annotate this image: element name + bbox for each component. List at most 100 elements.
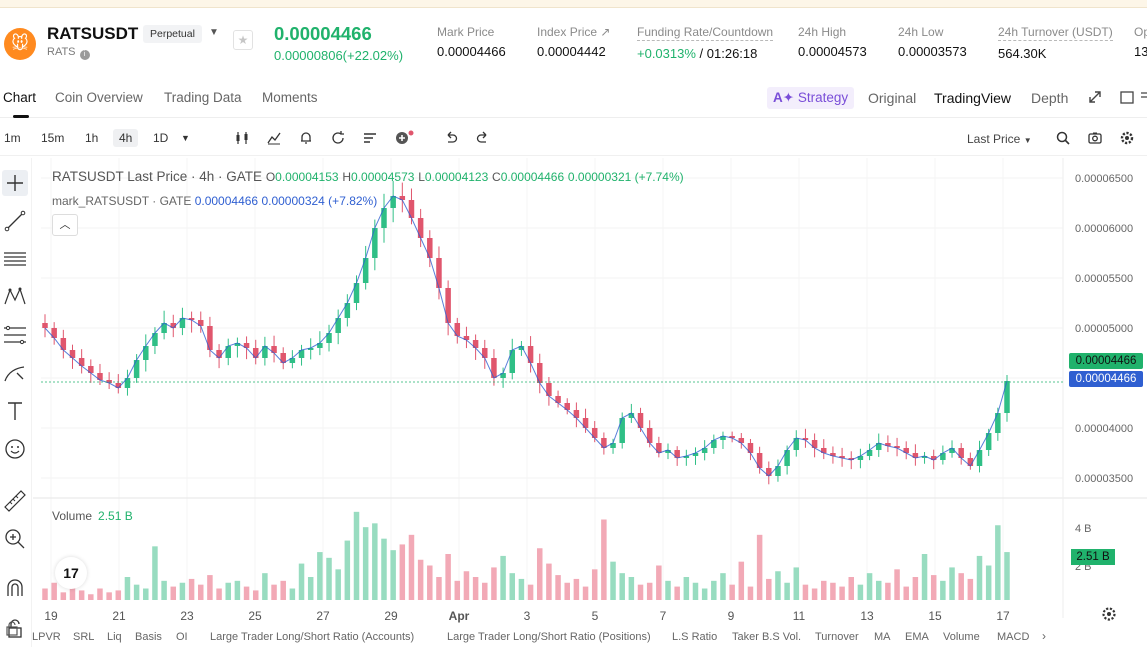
candle-body xyxy=(97,373,103,380)
candle-body xyxy=(720,436,726,440)
indicator-volume[interactable]: Volume xyxy=(943,631,980,643)
lock-drawings-icon[interactable] xyxy=(2,616,28,642)
text-tool-icon[interactable] xyxy=(2,398,28,424)
contract-type-badge: Perpetual xyxy=(143,25,202,43)
interval-1h[interactable]: 1h xyxy=(85,131,99,145)
brush-icon[interactable] xyxy=(2,360,28,386)
candle-body xyxy=(656,443,662,453)
volume-bar xyxy=(967,578,974,600)
candle-body xyxy=(143,346,149,360)
indicator-lpvr[interactable]: LPVR xyxy=(32,631,61,643)
price-chart-svg[interactable]: 0.00006500 0.00006000 0.00005500 0.00005000… xyxy=(33,158,1147,647)
indicator-srl[interactable]: SRL xyxy=(73,631,95,643)
candle-body xyxy=(875,443,882,450)
volume-bar xyxy=(271,584,277,600)
price-source-select[interactable]: Last Price ▼ xyxy=(967,132,1032,146)
zoom-in-icon[interactable] xyxy=(2,526,28,552)
interval-1m[interactable]: 1m xyxy=(4,131,21,145)
indicators-icon[interactable] xyxy=(266,130,282,146)
indicator-ls-ratio[interactable]: L.S Ratio xyxy=(672,631,718,643)
tab-trading-data[interactable]: Trading Data xyxy=(164,90,242,105)
view-original[interactable]: Original xyxy=(868,90,917,106)
indicator-ema[interactable]: EMA xyxy=(905,631,929,643)
candle-body xyxy=(674,450,680,458)
volume-bar xyxy=(949,567,955,600)
horizontal-lines-icon[interactable] xyxy=(2,246,28,272)
indicator-oi[interactable]: OI xyxy=(176,631,188,643)
mark-legend: mark_RATSUSDT · GATE 0.00004466 0.000003… xyxy=(52,194,377,208)
stat-index-price[interactable]: Index Price ↗ 0.00004442 xyxy=(537,25,610,59)
alert-bell-icon[interactable] xyxy=(298,130,314,146)
replay-icon[interactable] xyxy=(330,130,346,146)
crosshair-icon[interactable] xyxy=(2,170,28,196)
chevron-right-icon[interactable]: › xyxy=(1042,629,1046,643)
tradingview-logo-icon[interactable]: 17 xyxy=(55,557,87,589)
interval-1d[interactable]: 1D xyxy=(153,131,169,145)
volume-bar xyxy=(665,580,671,600)
redo-icon[interactable] xyxy=(475,130,491,146)
time-axis-label: 21 xyxy=(112,609,126,623)
candle-type-icon[interactable] xyxy=(234,130,250,146)
tab-moments[interactable]: Moments xyxy=(262,90,318,105)
indicator-taker-bs-vol[interactable]: Taker B.S Vol. xyxy=(732,631,802,643)
magnet-icon[interactable] xyxy=(2,576,28,602)
indicator-ltlsr-positions[interactable]: Large Trader Long/Short Ratio (Positions… xyxy=(447,631,651,643)
camera-icon[interactable] xyxy=(1087,130,1103,146)
interval-dropdown-chevron-icon[interactable]: ▼ xyxy=(181,133,190,143)
candle-body xyxy=(821,448,827,453)
price-chart[interactable]: 0.00006500 0.00006000 0.00005500 0.00005000… xyxy=(33,158,1147,647)
view-depth[interactable]: Depth xyxy=(1031,90,1069,106)
view-tradingview[interactable]: TradingView xyxy=(934,90,1012,106)
add-indicator-icon[interactable] xyxy=(394,130,416,146)
chart-toolbar: 1m 15m 1h 4h 1D ▼ Last Price ▼ xyxy=(0,122,1147,156)
candle-body xyxy=(326,333,332,343)
interval-15m[interactable]: 15m xyxy=(41,131,65,145)
candle-body xyxy=(372,228,378,258)
volume-bar xyxy=(766,578,772,600)
stat-value: 0.00004442 xyxy=(537,44,606,59)
collapse-legend-button[interactable]: ︿ xyxy=(52,214,78,236)
stat-label: Mark Price xyxy=(437,25,495,39)
strategy-button[interactable]: A✦ Strategy xyxy=(767,87,855,109)
indicator-macd[interactable]: MACD xyxy=(997,631,1030,643)
undo-icon[interactable] xyxy=(443,130,459,146)
candle-body xyxy=(60,338,67,350)
favorite-star-icon[interactable]: ★ xyxy=(233,30,253,50)
volume-value: 2.51 B xyxy=(98,509,133,523)
more-menu-icon[interactable] xyxy=(1140,89,1147,105)
template-icon[interactable] xyxy=(362,130,378,146)
indicator-turnover[interactable]: Turnover xyxy=(815,631,859,643)
chevron-down-icon[interactable]: ▼ xyxy=(209,27,219,38)
fullscreen-icon[interactable] xyxy=(1087,89,1103,105)
volume-bar xyxy=(69,586,76,600)
volume-bar xyxy=(811,588,818,600)
trend-line-icon[interactable] xyxy=(2,208,28,234)
emoji-icon[interactable] xyxy=(2,436,28,462)
symbol-name[interactable]: RATSUSDT xyxy=(47,24,139,43)
axis-settings-icon[interactable] xyxy=(1100,605,1118,623)
window-icon[interactable] xyxy=(1119,89,1135,105)
indicator-ma[interactable]: MA xyxy=(874,631,891,643)
indicator-liq[interactable]: Liq xyxy=(107,631,122,643)
volume-bar xyxy=(362,527,369,600)
tab-coin-overview[interactable]: Coin Overview xyxy=(55,90,143,105)
volume-bar xyxy=(711,580,717,600)
time-axis-label: 27 xyxy=(316,609,330,623)
candle-body xyxy=(381,208,387,228)
settings-gear-icon[interactable] xyxy=(1119,130,1135,146)
interval-4h[interactable]: 4h xyxy=(113,129,139,147)
indicator-basis[interactable]: Basis xyxy=(135,631,162,643)
base-asset-label: RATS i xyxy=(47,46,90,60)
tab-chart[interactable]: Chart xyxy=(3,90,37,105)
ruler-icon[interactable] xyxy=(2,488,28,514)
volume-bar xyxy=(390,550,396,600)
legend-high: 0.00004573 xyxy=(351,170,415,184)
search-icon[interactable] xyxy=(1055,130,1071,146)
fib-retracement-icon[interactable] xyxy=(2,322,28,348)
volume-bar xyxy=(372,523,378,600)
lock-icon[interactable] xyxy=(4,620,20,636)
indicator-ltlsr-accounts[interactable]: Large Trader Long/Short Ratio (Accounts) xyxy=(210,631,415,643)
pattern-icon[interactable] xyxy=(2,284,28,310)
info-icon[interactable]: i xyxy=(79,50,90,60)
candle-body xyxy=(665,450,671,453)
